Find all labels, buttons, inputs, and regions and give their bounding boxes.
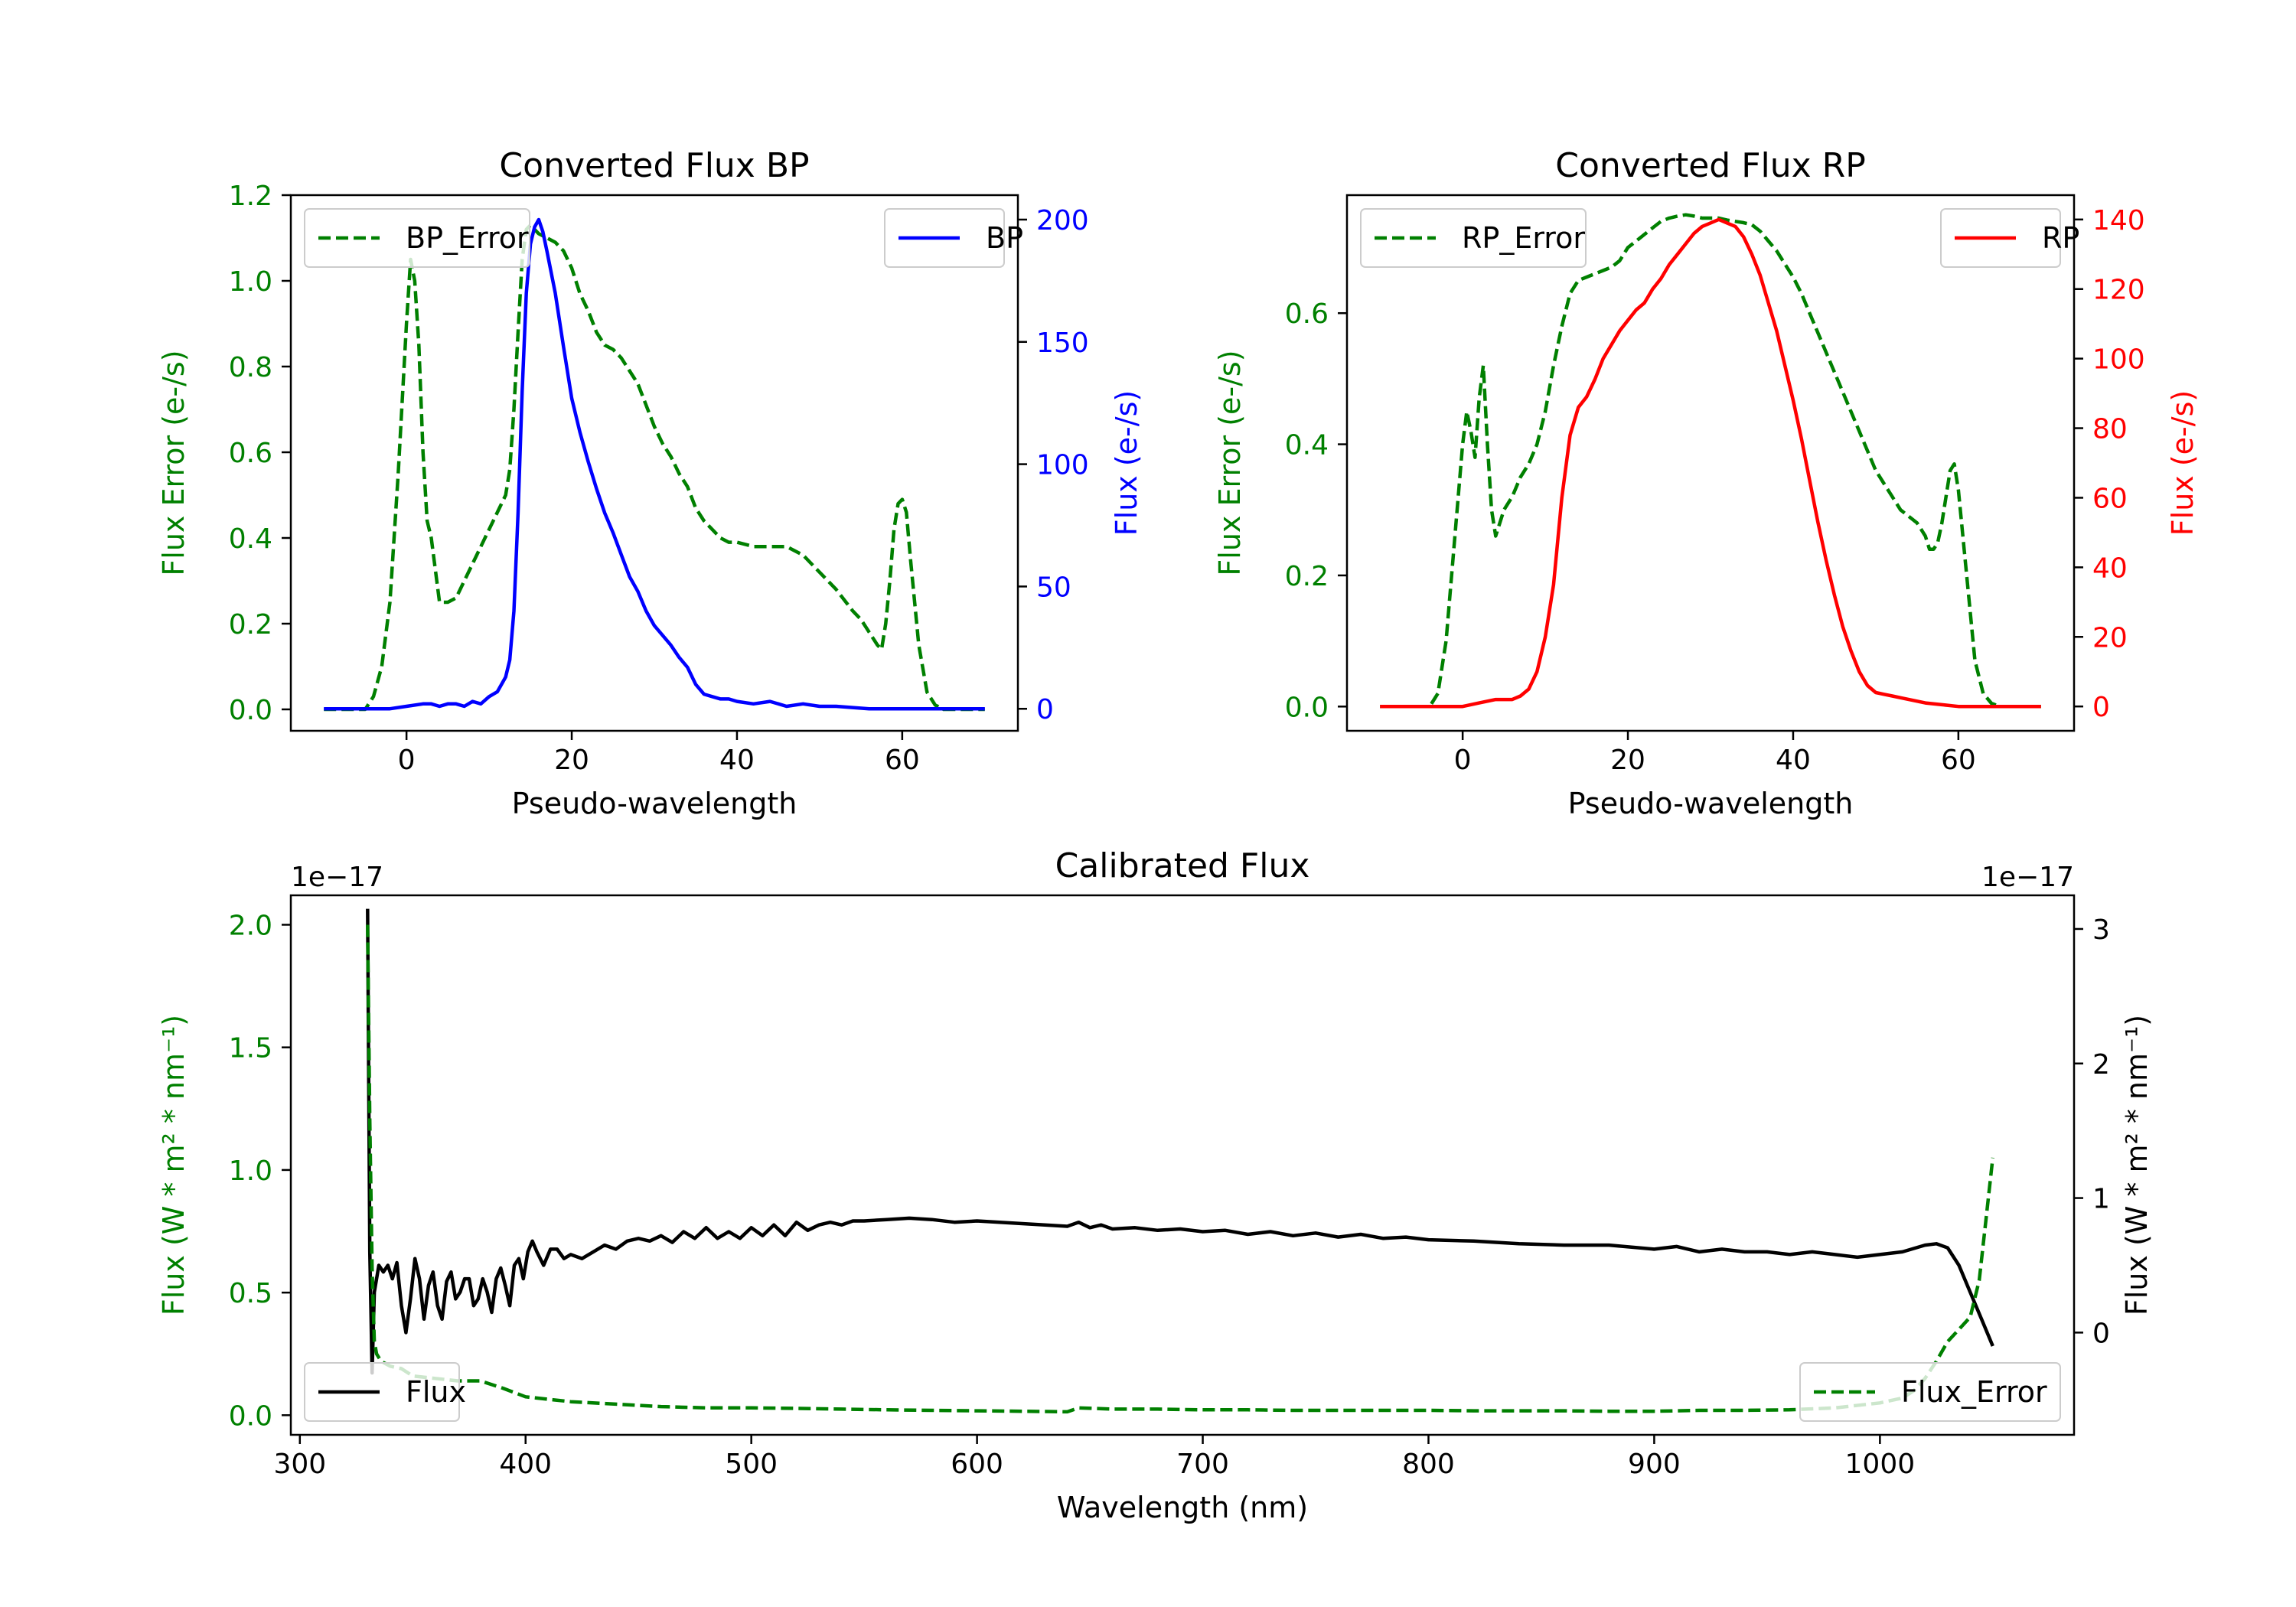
rp-title: Converted Flux RP	[1555, 146, 1866, 185]
rp-right-tick-label: 140	[2092, 205, 2145, 236]
rp-right-tick-label: 100	[2092, 344, 2145, 376]
rp-right-tick-label: 120	[2092, 275, 2145, 306]
cal-xtick-label: 500	[725, 1449, 778, 1480]
rp-right-tick-label: 80	[2092, 414, 2128, 445]
rp-left-tick-label: 0.6	[1285, 298, 1329, 330]
cal-right-axis-label: Flux (W * m² * nm⁻¹)	[2120, 1015, 2154, 1315]
bp-title: Converted Flux BP	[499, 146, 809, 185]
bp-left-tick-label: 0.2	[229, 609, 272, 641]
bp-right-tick-label: 100	[1036, 450, 1089, 481]
rp-left-axis-label: Flux Error (e-/s)	[1213, 350, 1247, 575]
cal-left-tick-label: 1.0	[229, 1156, 272, 1187]
bp-left-tick-label: 0.6	[229, 438, 272, 469]
legend-box	[1360, 208, 1587, 268]
cal-xtick-label: 300	[273, 1449, 326, 1480]
bp-chart: Converted Flux BP 0 20 40 60 Pseudo-wavelengt…	[157, 146, 1143, 820]
bp-left-tick-label: 1.0	[229, 266, 272, 298]
rp-series-rp-line	[1380, 217, 2041, 709]
cal-left-tick-label: 0.0	[229, 1400, 272, 1432]
bp-series-bp-error-line	[324, 223, 985, 712]
rp-xtick-label: 20	[1610, 745, 1645, 776]
cal-left-tick-label: 2.0	[229, 910, 272, 941]
legend-label: RP_Error	[1462, 221, 1585, 255]
bp-left-tick-label: 0.8	[229, 352, 272, 383]
cal-right-offset-text: 1e−17	[1981, 862, 2074, 893]
rp-xlabel: Pseudo-wavelength	[1568, 787, 1854, 820]
cal-series-flux-line	[366, 908, 1994, 1375]
cal-left-tick-label: 1.5	[229, 1033, 272, 1064]
cal-right-tick-label: 2	[2092, 1049, 2110, 1081]
chart-layer: Converted Flux BP0 20 40 60Pseudo-wavelengt…	[157, 146, 2200, 1524]
rp-left-tick-label: 0.4	[1285, 430, 1329, 461]
rp-left-tick-label: 0.2	[1285, 561, 1329, 592]
bp-xtick-label: 0	[398, 745, 416, 776]
legend-label: Flux_Error	[1901, 1375, 2047, 1409]
cal-legend-flux: Flux	[304, 1362, 466, 1422]
rp-xtick-label: 0	[1454, 745, 1472, 776]
cal-chart: Calibrated Flux 300 400 500 600 700 800 900 1000…	[157, 846, 2154, 1524]
legend-box	[304, 208, 530, 268]
rp-right-tick-label: 20	[2092, 622, 2128, 654]
bp-series-bp-line	[324, 217, 985, 711]
rp-legend-rp: RP	[1940, 208, 2079, 268]
legend-label: BP_Error	[406, 221, 529, 255]
cal-right-tick-label: 3	[2092, 914, 2110, 946]
bp-left-tick-label: 0.4	[229, 523, 272, 555]
cal-xtick-label: 900	[1628, 1449, 1681, 1480]
cal-right-tick-label: 0	[2092, 1318, 2110, 1349]
rp-right-tick-label: 60	[2092, 483, 2128, 514]
bp-xtick-label: 20	[554, 745, 589, 776]
cal-xtick-label: 700	[1176, 1449, 1229, 1480]
rp-plot-frame	[1345, 194, 2076, 732]
cal-right-tick-label: 1	[2092, 1184, 2110, 1215]
cal-left-offset-text: 1e−17	[291, 862, 383, 893]
rp-series-rp-error-line	[1380, 213, 2041, 709]
bp-right-tick-label: 150	[1036, 328, 1089, 359]
bp-left-tick-label: 0.0	[229, 695, 272, 726]
cal-left-axis-label: Flux (W * m² * nm⁻¹)	[157, 1015, 191, 1315]
rp-left-tick-label: 0.0	[1285, 692, 1329, 723]
bp-right-tick-label: 0	[1036, 694, 1054, 725]
cal-xtick-label: 1000	[1845, 1449, 1916, 1480]
bp-left-tick-label: 1.2	[229, 181, 272, 212]
bp-plot-frame	[289, 194, 1019, 732]
rp-legend-rp-error: RP_Error	[1360, 208, 1587, 268]
legend-box	[1799, 1362, 2061, 1422]
bp-xtick-label: 40	[719, 745, 755, 776]
bp-legend-bp: BP	[884, 208, 1023, 268]
bp-right-axis-label: Flux (e-/s)	[1110, 390, 1143, 536]
cal-title: Calibrated Flux	[1055, 846, 1310, 885]
legend-label: RP	[2042, 221, 2079, 255]
rp-xtick-label: 60	[1941, 745, 1976, 776]
legend-label: Flux	[406, 1375, 466, 1409]
rp-right-tick-label: 40	[2092, 553, 2128, 584]
legend-box	[304, 1362, 460, 1422]
rp-xtick-label: 40	[1776, 745, 1811, 776]
bp-xtick-label: 60	[885, 745, 920, 776]
cal-xtick-label: 400	[499, 1449, 552, 1480]
rp-right-axis-label: Flux (e-/s)	[2166, 390, 2200, 536]
cal-xtick-label: 600	[951, 1449, 1003, 1480]
bp-right-tick-label: 200	[1036, 205, 1089, 236]
cal-xlabel: Wavelength (nm)	[1057, 1491, 1308, 1524]
bp-left-axis-label: Flux Error (e-/s)	[157, 350, 191, 575]
cal-left-tick-label: 0.5	[229, 1278, 272, 1309]
bp-right-tick-label: 50	[1036, 572, 1071, 603]
legend-label: BP	[986, 221, 1023, 255]
rp-right-tick-label: 0	[2092, 692, 2110, 723]
cal-xtick-label: 800	[1402, 1449, 1455, 1480]
cal-plot-frame	[289, 894, 2076, 1436]
cal-legend-flux-error: Flux_Error	[1799, 1362, 2061, 1422]
bp-legend-bp-error: BP_Error	[304, 208, 530, 268]
rp-chart: Converted Flux RP 0 20 40 60 Pseudo-wavelengt…	[1213, 146, 2200, 820]
bp-xlabel: Pseudo-wavelength	[512, 787, 797, 820]
